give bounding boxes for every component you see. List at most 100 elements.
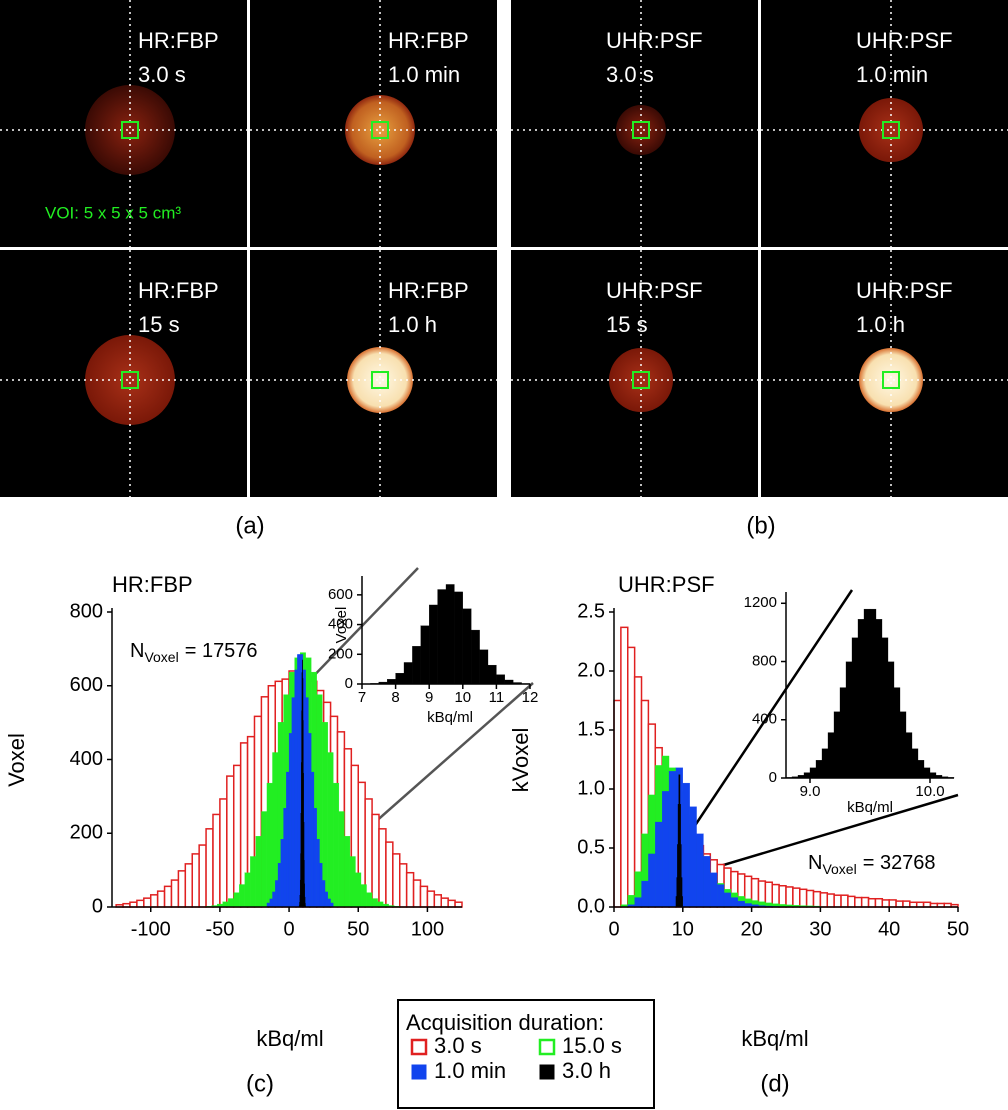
histogram-bar — [857, 619, 865, 779]
histogram-bar — [385, 841, 394, 908]
histogram-bar — [412, 646, 421, 685]
tile-duration: 1.0 h — [856, 312, 905, 337]
x-tick-label: 100 — [411, 918, 444, 940]
histogram-bar — [291, 697, 295, 908]
histogram-bar — [893, 687, 901, 779]
phantom — [85, 335, 175, 425]
histogram-bar — [730, 897, 738, 908]
legend-marker — [411, 1064, 427, 1080]
histogram-bar — [305, 697, 309, 908]
histogram-bar — [277, 862, 281, 908]
histogram-bar — [821, 748, 829, 779]
phantom — [85, 85, 175, 175]
histogram-bar — [827, 732, 835, 779]
histogram-bar — [177, 870, 187, 908]
voi-box — [882, 121, 900, 139]
x-tick-label: -100 — [131, 918, 171, 940]
y-tick-label: 400 — [328, 616, 353, 633]
histogram-bar — [297, 654, 301, 908]
y-tick-label: 400 — [70, 748, 103, 770]
histogram-bar — [875, 619, 883, 779]
histogram-bar — [923, 767, 931, 779]
panel-label: (d) — [760, 1070, 789, 1097]
histogram-bar — [198, 844, 207, 908]
legend-label: 1.0 min — [434, 1058, 506, 1083]
y-tick-label: 0 — [345, 675, 353, 692]
voi-label: VOI: 5 x 5 x 5 cm³ — [45, 203, 181, 222]
histogram-bar — [403, 662, 413, 685]
histogram-bar — [887, 661, 895, 779]
x-tick-label: 20 — [740, 918, 762, 940]
annotation-text: = 17576 — [185, 640, 258, 662]
legend-label: 3.0 s — [434, 1033, 482, 1058]
histogram-bar — [479, 649, 489, 685]
histogram-bar — [888, 899, 897, 908]
histogram-bar — [327, 752, 334, 908]
x-axis-label: kBq/ml — [427, 709, 473, 726]
voi-box — [882, 371, 900, 389]
y-tick-label: 400 — [752, 711, 777, 728]
tile-duration: 1.0 min — [388, 62, 460, 87]
histogram-bar — [244, 872, 251, 908]
histogram-bar — [316, 839, 320, 908]
histogram-bar — [662, 791, 670, 908]
x-tick-label: 0 — [608, 918, 619, 940]
y-axis-label: Voxel — [4, 733, 29, 787]
histogram-bar — [819, 892, 829, 908]
histogram-bar — [308, 733, 312, 908]
histogram-bar — [250, 856, 257, 908]
y-tick-label: 1.0 — [577, 777, 605, 799]
histogram-bar — [462, 608, 472, 685]
histogram-bar — [717, 884, 725, 908]
histogram-bar — [833, 711, 841, 779]
histogram-bar — [163, 885, 173, 908]
histogram-bar — [851, 637, 859, 779]
histogram-bar — [648, 853, 656, 908]
y-tick-label: 800 — [70, 600, 103, 622]
y-tick-label: 0.0 — [577, 895, 605, 917]
y-tick-label: 2.5 — [577, 600, 605, 622]
histogram-bar — [668, 771, 677, 908]
histogram-bar — [710, 872, 718, 908]
histogram-bar — [445, 584, 455, 685]
annotation-subscript: Voxel — [144, 649, 178, 665]
histogram-bar — [360, 884, 367, 908]
histogram-bar — [805, 889, 815, 908]
histogram-bar — [233, 892, 240, 908]
histogram-bar — [405, 871, 415, 908]
tile-method: HR:FBP — [388, 278, 469, 303]
histogram-bar — [799, 888, 808, 908]
annotation: NVoxel = 17576 — [130, 640, 258, 664]
tile-method: UHR:PSF — [856, 28, 953, 53]
histogram-bar — [447, 899, 456, 908]
tile-duration: 15 s — [606, 312, 648, 337]
histogram-bar — [226, 775, 235, 908]
histogram-bar — [689, 806, 697, 908]
voi-box — [121, 121, 139, 139]
histogram-bar — [412, 879, 422, 908]
zoom-line — [301, 567, 419, 689]
histogram-bar — [613, 699, 622, 908]
x-tick-label: 0 — [284, 918, 295, 940]
histogram-bar — [854, 896, 863, 908]
voi-box — [121, 371, 139, 389]
histogram-bar — [280, 839, 284, 908]
histogram-bar — [874, 897, 884, 908]
x-tick-label: 12 — [522, 689, 539, 706]
histogram-bar — [205, 828, 214, 908]
histogram-bar — [149, 894, 159, 908]
histogram-bar — [454, 591, 463, 685]
x-tick-label: 11 — [489, 689, 505, 706]
histogram-bar — [845, 661, 853, 779]
histogram-bar — [899, 711, 907, 779]
y-axis-label: kVoxel — [508, 728, 533, 793]
histogram-bar — [487, 664, 497, 685]
voi-box — [371, 121, 389, 139]
voi-box — [371, 371, 389, 389]
histogram-bar — [191, 853, 200, 908]
histogram-bar — [895, 900, 904, 908]
y-tick-label: 800 — [752, 652, 777, 669]
histogram-bar — [902, 900, 911, 908]
histogram-bar — [344, 836, 351, 908]
histogram-bar — [833, 894, 842, 908]
